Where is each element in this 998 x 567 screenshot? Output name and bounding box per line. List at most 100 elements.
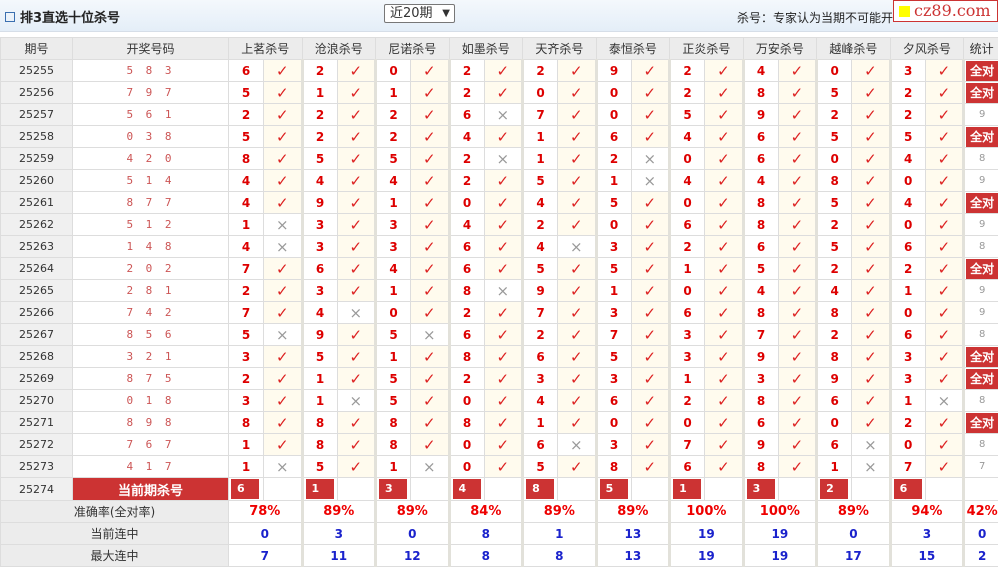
kill-number: 4	[670, 170, 705, 192]
chevron-down-icon: ▼	[442, 5, 450, 22]
current-kill-cell: 2	[817, 478, 852, 501]
summary-value: 89%	[376, 501, 450, 523]
check-icon: ✓	[705, 148, 744, 170]
check-icon: ✓	[631, 60, 670, 82]
check-icon: ✓	[631, 302, 670, 324]
issue-cell: 25268	[1, 346, 73, 368]
header-expert: 沧浪杀号	[302, 38, 376, 60]
check-icon: ✓	[264, 368, 303, 390]
kill-number: 2	[229, 280, 264, 302]
hit-count: 9	[979, 109, 985, 120]
kill-number: 8	[449, 280, 484, 302]
current-kill-number: 3	[747, 479, 775, 499]
kill-number: 8	[817, 302, 852, 324]
summary-value: 84%	[449, 501, 523, 523]
site-logo[interactable]: cz89.com	[893, 0, 998, 22]
kill-number: 9	[302, 324, 337, 346]
check-icon: ✓	[558, 82, 597, 104]
kill-number: 1	[376, 346, 411, 368]
summary-value: 13	[596, 545, 670, 567]
check-icon: ✓	[925, 324, 964, 346]
kill-number: 1	[376, 280, 411, 302]
check-icon: ✓	[705, 214, 744, 236]
check-icon: ✓	[852, 126, 891, 148]
kill-number: 6	[890, 324, 925, 346]
kill-number: 1	[229, 434, 264, 456]
kill-number: 4	[229, 192, 264, 214]
check-icon: ✓	[484, 258, 523, 280]
kill-number: 3	[302, 214, 337, 236]
kill-number: 4	[229, 236, 264, 258]
current-issue: 25274	[1, 478, 73, 501]
stat-cell: 全对	[964, 346, 998, 368]
check-icon: ✓	[337, 214, 376, 236]
summary-value: 78%	[229, 501, 303, 523]
check-icon: ✓	[558, 412, 597, 434]
check-icon: ✓	[484, 192, 523, 214]
draw-cell: 8 5 6	[73, 324, 229, 346]
header-expert: 尼诺杀号	[376, 38, 450, 60]
kill-number: 8	[229, 412, 264, 434]
check-icon: ✓	[411, 434, 450, 456]
check-icon: ✓	[705, 368, 744, 390]
draw-cell: 0 3 8	[73, 126, 229, 148]
check-icon: ✓	[484, 236, 523, 258]
kill-number: 5	[302, 148, 337, 170]
kill-number: 1	[229, 214, 264, 236]
kill-number: 3	[376, 236, 411, 258]
kill-number: 8	[376, 412, 411, 434]
kill-number: 4	[890, 192, 925, 214]
cross-icon: ×	[558, 434, 597, 456]
current-kill-cell: 4	[449, 478, 484, 501]
check-icon: ✓	[778, 324, 817, 346]
summary-value: 19	[670, 523, 744, 545]
empty-cell	[631, 478, 670, 501]
kill-number: 5	[229, 82, 264, 104]
kill-number: 3	[523, 368, 558, 390]
kill-number: 0	[670, 148, 705, 170]
kill-note: 杀号：专家认为当期不可能开	[737, 9, 893, 26]
check-icon: ✓	[705, 280, 744, 302]
kill-number: 5	[229, 324, 264, 346]
stat-cell: 7	[964, 456, 998, 478]
check-icon: ✓	[631, 456, 670, 478]
check-icon: ✓	[411, 60, 450, 82]
summary-value: 0	[817, 523, 891, 545]
kill-number: 6	[596, 126, 631, 148]
check-icon: ✓	[264, 412, 303, 434]
empty-cell	[778, 478, 817, 501]
kill-number: 6	[449, 236, 484, 258]
check-icon: ✓	[337, 368, 376, 390]
check-icon: ✓	[264, 302, 303, 324]
check-icon: ✓	[705, 390, 744, 412]
kill-number: 6	[743, 126, 778, 148]
kill-number: 6	[449, 258, 484, 280]
check-icon: ✓	[705, 60, 744, 82]
current-kill-number: 4	[453, 479, 481, 499]
check-icon: ✓	[778, 368, 817, 390]
check-icon: ✓	[264, 434, 303, 456]
kill-number: 2	[302, 126, 337, 148]
check-icon: ✓	[852, 368, 891, 390]
kill-number: 5	[376, 324, 411, 346]
check-icon: ✓	[411, 368, 450, 390]
hit-count: 8	[979, 439, 985, 450]
hit-count: 8	[979, 329, 985, 340]
draw-cell: 5 1 4	[73, 170, 229, 192]
period-select[interactable]: 近20期▼	[384, 4, 455, 23]
check-icon: ✓	[631, 258, 670, 280]
check-icon: ✓	[925, 412, 964, 434]
empty-cell	[337, 478, 376, 501]
kill-number: 3	[670, 324, 705, 346]
cross-icon: ×	[411, 456, 450, 478]
summary-value: 19	[743, 523, 817, 545]
check-icon: ✓	[558, 60, 597, 82]
check-icon: ✓	[558, 148, 597, 170]
check-icon: ✓	[484, 434, 523, 456]
